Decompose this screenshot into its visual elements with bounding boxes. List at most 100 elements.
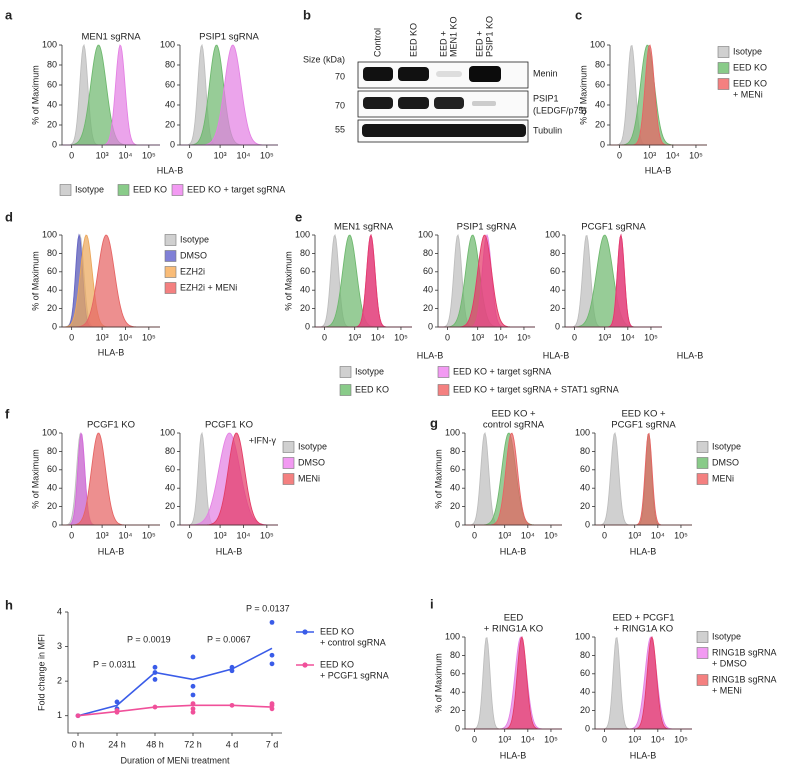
y-tick-label: 40 <box>423 285 433 295</box>
legend-swatch <box>696 647 709 659</box>
legend-label: EED KO <box>320 626 354 636</box>
x-tick-label: 48 h <box>146 739 164 749</box>
x-tick-label: 10³ <box>628 734 641 744</box>
panel-letter: i <box>430 596 434 611</box>
p-value: P = 0.0311 <box>93 659 136 669</box>
x-tick-label: 10⁵ <box>394 332 408 342</box>
y-tick-label: 0 <box>555 321 560 331</box>
y-tick-label: 0 <box>170 519 175 529</box>
y-axis-label: % of Maximum <box>30 449 40 509</box>
x-tick-label: 10⁴ <box>237 150 251 160</box>
legend-label: RING1B sgRNA <box>712 647 777 657</box>
x-tick-label: 0 <box>187 530 192 540</box>
histogram-panel: e 0 20 40 60 80 100 0 10³ 10⁴ 10⁵ % of Maximum MEN1 … <box>283 209 703 396</box>
x-axis-label: HLA-B <box>630 750 657 760</box>
y-tick-label: 20 <box>165 119 175 129</box>
data-point <box>114 708 120 713</box>
x-axis-label: HLA-B <box>500 750 527 760</box>
x-tick-label: 0 <box>69 150 74 160</box>
legend-swatch <box>171 184 184 196</box>
y-tick-label: 80 <box>580 650 590 660</box>
histogram-panel: g 0 20 40 60 80 100 0 10³ 10⁴ 10⁵ % of Maximum EED K… <box>430 409 741 557</box>
y-axis-label: % of Maximum <box>283 251 293 311</box>
y-tick-label: 40 <box>165 483 175 493</box>
size-label: Size (kDa) <box>303 54 345 64</box>
x-axis-label: HLA-B <box>417 350 444 360</box>
plot-title: PSIP1 sgRNA <box>199 32 259 43</box>
y-tick-label: 40 <box>450 483 460 493</box>
legend-label: + PCGF1 sgRNA <box>320 670 389 680</box>
data-point <box>269 619 275 625</box>
band <box>436 71 462 77</box>
y-tick-label: 0 <box>52 519 57 529</box>
histogram-panel: f 0 20 40 60 80 100 0 10³ 10⁴ 10⁵ % of Maximum PCGF1… <box>5 406 327 556</box>
legend-label: EZH2i + MENi <box>180 282 237 292</box>
legend-label: DMSO <box>180 250 207 260</box>
x-tick-label: 10⁵ <box>674 734 688 744</box>
legend-label: EED KO + target sgRNA + STAT1 sgRNA <box>453 384 619 394</box>
x-tick-label: 10⁴ <box>651 734 665 744</box>
band <box>363 97 393 109</box>
panel-letter: h <box>5 597 13 612</box>
legend-label: Isotype <box>733 46 762 56</box>
x-tick-label: 10⁵ <box>142 150 156 160</box>
y-tick-label: 20 <box>423 303 433 313</box>
y-tick-label: 20 <box>47 303 57 313</box>
legend-label: EED KO <box>355 384 389 394</box>
x-tick-label: 10⁵ <box>544 530 558 540</box>
x-tick-label: 0 <box>602 734 607 744</box>
plot-title: + RING1A KO <box>484 624 543 635</box>
y-tick-label: 60 <box>165 464 175 474</box>
x-tick-label: 10⁴ <box>666 150 680 160</box>
x-tick-label: 72 h <box>184 739 202 749</box>
x-tick-label: 10³ <box>598 332 611 342</box>
x-tick-label: 10⁵ <box>674 530 688 540</box>
histogram-panel: d 0 20 40 60 80 100 0 10³ 10⁴ 10⁵ % of Maximum HLA-B… <box>5 209 237 357</box>
marker: 70 <box>335 71 345 81</box>
legend-swatch <box>717 62 730 74</box>
data-point <box>229 668 235 674</box>
y-axis-label: % of Maximum <box>433 449 443 509</box>
x-tick-label: 0 <box>445 332 450 342</box>
band <box>469 66 501 82</box>
y-tick-label: 0 <box>52 139 57 149</box>
x-tick-label: 10⁴ <box>237 530 251 540</box>
y-tick-label: 20 <box>47 119 57 129</box>
x-tick-label: 0 <box>602 530 607 540</box>
data-point <box>190 701 196 707</box>
x-tick-label: 0 h <box>72 739 85 749</box>
lane-label: EED + <box>474 31 484 57</box>
legend-label: Isotype <box>180 234 209 244</box>
x-axis-label: HLA-B <box>157 165 184 175</box>
y-tick-label: 20 <box>165 501 175 511</box>
y-tick-label: 0 <box>305 321 310 331</box>
y-tick-label: 80 <box>450 650 460 660</box>
y-tick-label: 80 <box>165 446 175 456</box>
x-tick-label: 10⁴ <box>621 332 635 342</box>
legend-label: EED KO <box>733 78 767 88</box>
x-tick-label: 10⁵ <box>142 332 156 342</box>
legend-label: + DMSO <box>712 658 747 668</box>
western-blot: b Size (kDa) 70 70 55 Menin PSIP1 (LEDGF… <box>303 7 587 143</box>
legend-swatch <box>282 441 295 453</box>
y-tick-label: 40 <box>300 285 310 295</box>
y-tick-label: 60 <box>595 79 605 89</box>
y-tick-label: 100 <box>160 427 175 437</box>
y-tick-label: 80 <box>580 446 590 456</box>
y-tick-label: 100 <box>445 631 460 641</box>
x-axis-label: HLA-B <box>645 165 672 175</box>
y-tick-label: 40 <box>580 687 590 697</box>
legend-label: MENi <box>712 473 734 483</box>
legend-swatch <box>164 234 177 246</box>
y-tick-label: 40 <box>580 483 590 493</box>
x-tick-label: 10⁵ <box>260 530 274 540</box>
y-tick-label: 0 <box>170 139 175 149</box>
y-axis-label: % of Maximum <box>433 653 443 713</box>
data-point <box>190 706 196 712</box>
annotation: +IFN-γ <box>249 435 277 445</box>
legend-label: Isotype <box>712 631 741 641</box>
panel-letter: g <box>430 415 438 430</box>
marker: 55 <box>335 124 345 134</box>
x-tick-label: 10³ <box>214 150 227 160</box>
